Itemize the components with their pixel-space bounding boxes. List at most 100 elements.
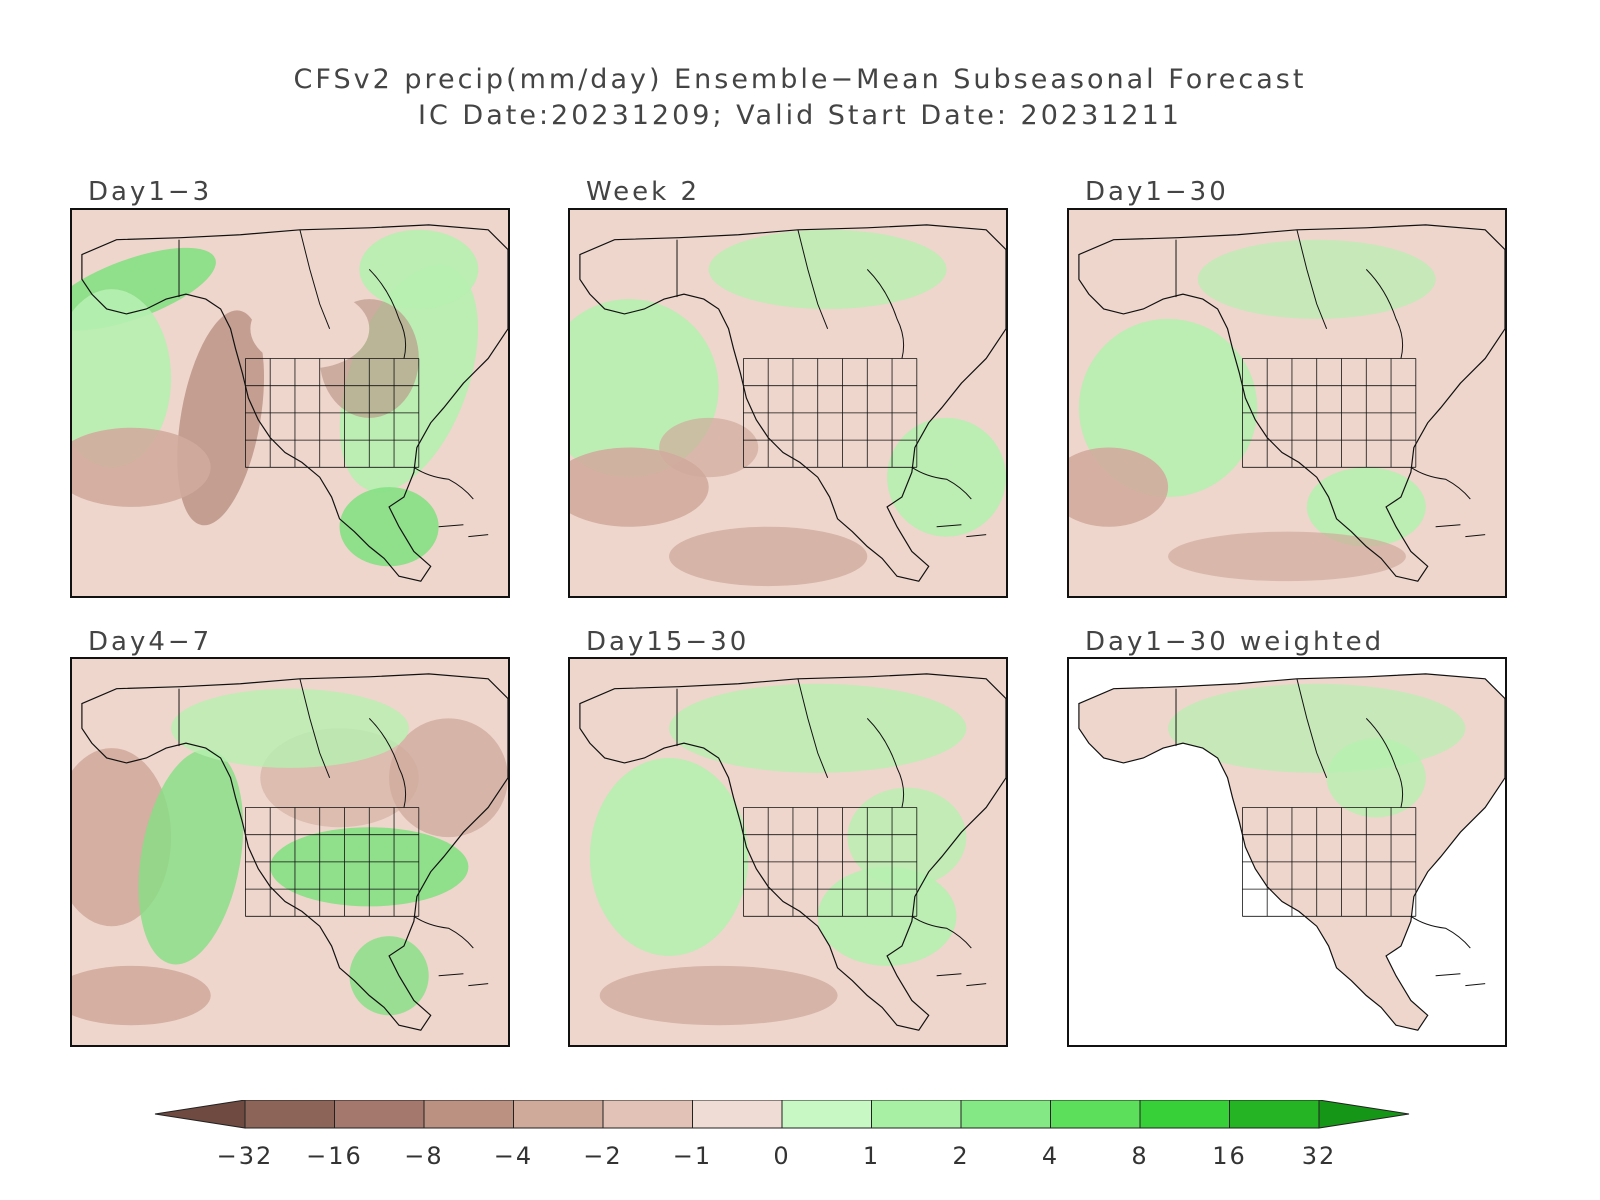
map-panel-week2 — [568, 208, 1008, 598]
coastline-detail — [1296, 678, 1328, 778]
colorbar-tick-label: 1 — [862, 1142, 881, 1170]
coastline-detail — [911, 466, 972, 500]
state-borders — [1242, 807, 1417, 917]
coastline — [1078, 224, 1505, 582]
panel-label-day15-30: Day15−30 — [586, 627, 750, 657]
map-panel-day1-30 — [1067, 208, 1507, 598]
chart-title-line2: IC Date:20231209; Valid Start Date: 2023… — [418, 100, 1182, 131]
state-borders — [743, 358, 918, 468]
state-borders — [1242, 358, 1417, 468]
coastline — [81, 673, 508, 1031]
colorbar-tick-label: 16 — [1212, 1142, 1247, 1170]
coastline-detail — [1435, 524, 1486, 538]
panel-label-week2: Week 2 — [586, 177, 701, 207]
colorbar-box — [871, 1100, 962, 1129]
panel-label-day1-30: Day1−30 — [1085, 177, 1229, 207]
precip-anomaly-region — [887, 417, 1006, 537]
precip-anomaly-region — [359, 229, 479, 309]
coastline-detail — [1296, 229, 1328, 329]
precip-map — [1069, 210, 1505, 596]
precip-anomaly-region — [708, 229, 947, 309]
colorbar-box — [1229, 1100, 1320, 1129]
coastline-detail — [936, 524, 987, 538]
coastline-detail — [797, 678, 829, 778]
precip-anomaly-region — [339, 487, 439, 567]
colorbar-box — [334, 1100, 425, 1129]
precip-map — [570, 210, 1006, 596]
precip-anomaly-region — [1326, 738, 1426, 818]
map-panel-day1-3 — [70, 208, 510, 598]
precip-anomaly-region — [589, 757, 749, 956]
coastline-detail — [936, 973, 987, 987]
colorbar-tick-label: −2 — [583, 1142, 623, 1170]
colorbar — [154, 1100, 1410, 1129]
coastline-detail — [866, 718, 905, 808]
colorbar-tick-label: 32 — [1301, 1142, 1337, 1170]
colorbar-box — [781, 1100, 872, 1129]
coastline-detail — [1365, 269, 1404, 359]
coastline-detail — [1410, 915, 1471, 949]
map-panel-day15-30 — [568, 657, 1008, 1047]
precip-map — [570, 659, 1006, 1045]
panel-label-day4-7: Day4−7 — [88, 627, 213, 657]
coastline-detail — [299, 678, 331, 778]
coastline — [579, 673, 1006, 1031]
colorbar-tick-label: −1 — [672, 1142, 713, 1170]
chart-title-line1: CFSv2 precip(mm/day) Ensemble−Mean Subse… — [293, 64, 1307, 95]
coastline-detail — [413, 915, 474, 949]
coastline-detail — [866, 269, 905, 359]
precip-anomaly-region — [250, 289, 370, 369]
coastline-detail — [299, 229, 331, 329]
colorbar-box — [1050, 1100, 1141, 1129]
coastline-detail — [438, 973, 489, 987]
precip-map — [72, 659, 508, 1045]
map-panel-day4-7 — [70, 657, 510, 1047]
state-borders — [743, 807, 918, 917]
coastline-detail — [368, 269, 407, 359]
colorbar-tick-label: −16 — [306, 1142, 363, 1170]
coastline — [579, 224, 1006, 582]
precip-anomaly-region — [669, 683, 967, 773]
precip-anomaly-region — [138, 749, 244, 965]
colorbar-tick-label: −4 — [493, 1142, 534, 1170]
colorbar-tick-label: −8 — [404, 1142, 444, 1170]
colorbar-tick-label: −32 — [216, 1142, 274, 1170]
colorbar-arrow-left — [154, 1100, 246, 1129]
colorbar-box — [692, 1100, 783, 1129]
precip-anomaly-region — [72, 289, 172, 468]
colorbar-box — [423, 1100, 514, 1129]
precip-anomaly-region — [72, 965, 211, 1026]
map-panel-day1-30-weighted — [1067, 657, 1507, 1047]
panel-label-day1-30-weighted: Day1−30 weighted — [1085, 627, 1385, 657]
coastline-detail — [413, 466, 474, 500]
coastline-detail — [1435, 973, 1486, 987]
coastline-detail — [368, 718, 407, 808]
coastline-detail — [797, 229, 829, 329]
colorbar-arrow-right — [1318, 1100, 1410, 1129]
precip-anomaly-region — [1197, 239, 1436, 319]
precip-anomaly-region — [171, 688, 409, 768]
coastline-detail — [911, 915, 972, 949]
precip-anomaly-region — [669, 526, 868, 587]
coastline-detail — [438, 524, 489, 538]
panel-label-day1-3: Day1−3 — [88, 177, 213, 207]
coastline — [1078, 673, 1505, 1031]
colorbar-tick-label: 8 — [1131, 1142, 1149, 1170]
state-borders — [245, 807, 420, 917]
colorbar-box — [960, 1100, 1051, 1129]
precip-anomaly-region — [1069, 447, 1169, 527]
colorbar-tick-label: 0 — [773, 1142, 791, 1170]
precip-anomaly-region — [1168, 531, 1406, 582]
precip-anomaly-region — [847, 787, 967, 887]
colorbar-tick-label: 2 — [952, 1142, 970, 1170]
coastline-detail — [1410, 466, 1471, 500]
coastline-detail — [1365, 718, 1404, 808]
precip-anomaly-region — [72, 427, 211, 507]
coastline — [81, 224, 508, 582]
colorbar-tick-label: 4 — [1041, 1142, 1060, 1170]
colorbar-box — [513, 1100, 604, 1129]
colorbar-box — [1139, 1100, 1230, 1129]
precip-anomaly-region — [659, 417, 759, 478]
precip-anomaly-region — [599, 965, 838, 1026]
state-borders — [245, 358, 420, 468]
